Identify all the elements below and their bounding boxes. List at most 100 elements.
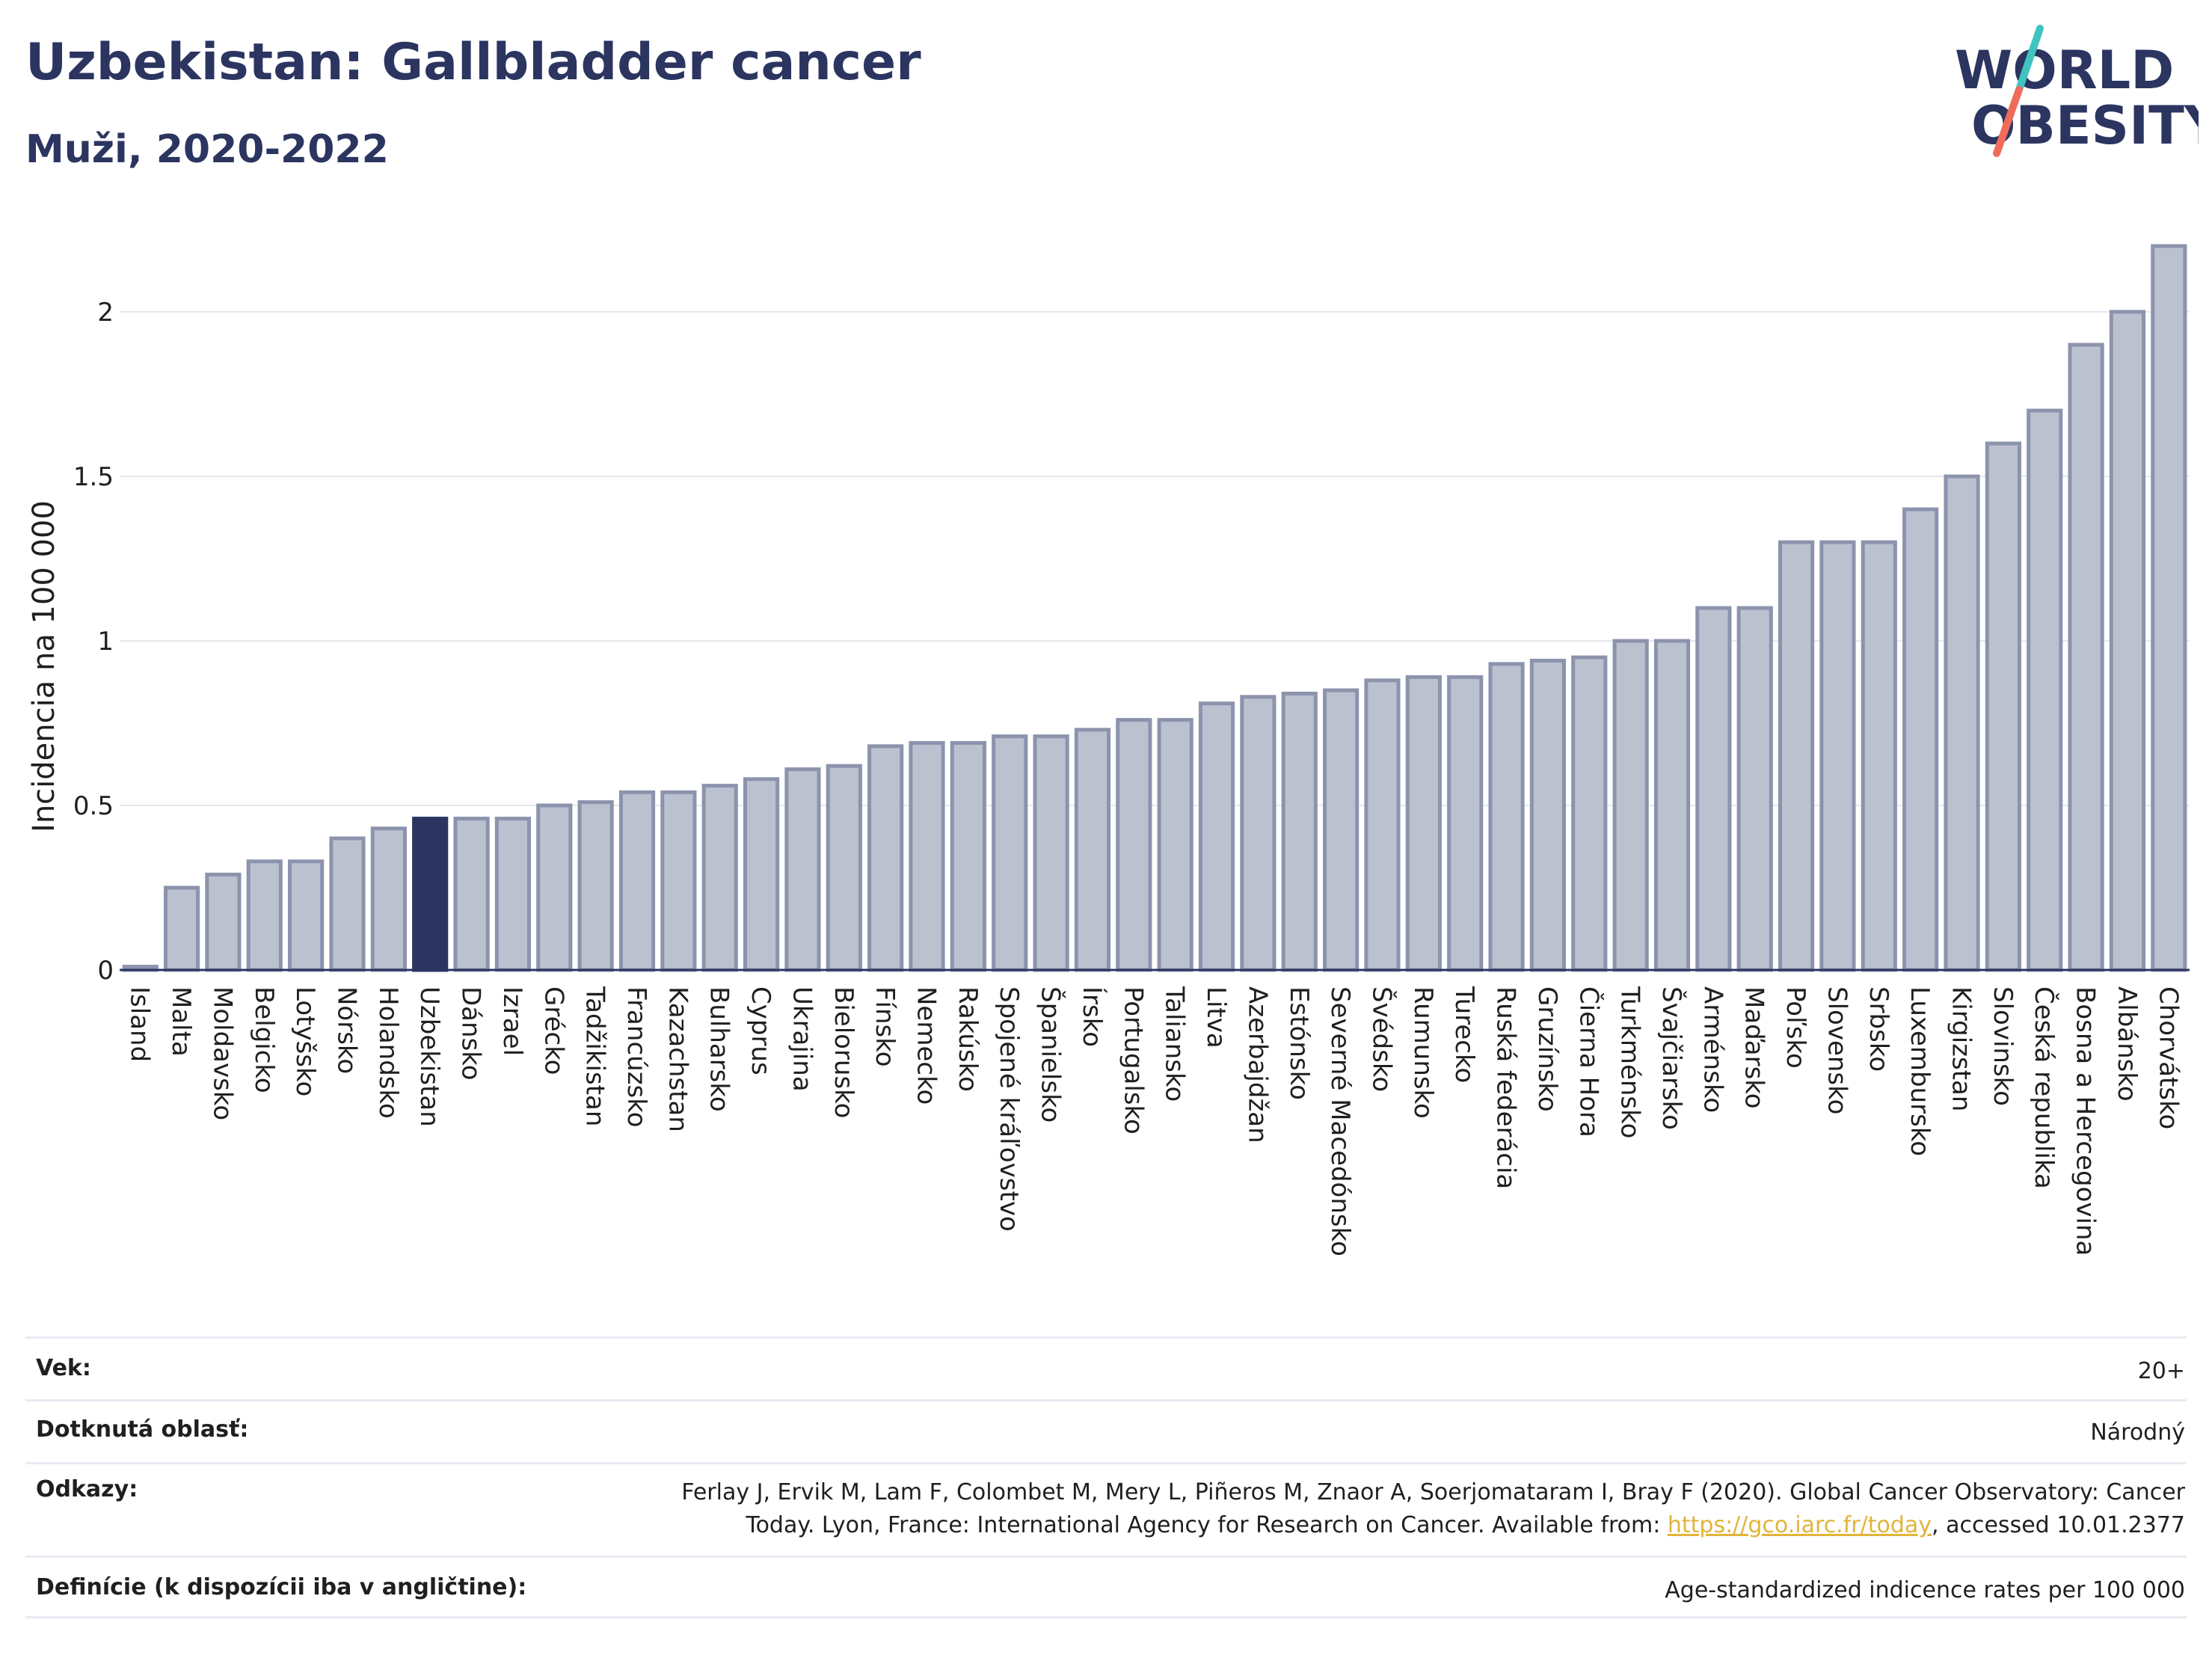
bar-country (494, 817, 532, 972)
references-link[interactable]: https://gco.iarc.fr/today (1667, 1512, 1932, 1538)
x-tick-label: Severné Macedónsko (1325, 986, 1355, 1256)
bar-country (660, 790, 697, 972)
logo-line-world: WORLD (1955, 40, 2174, 101)
x-tick-label: Spojené kráľovstvo (994, 986, 1024, 1232)
x-tick-label: Albánsko (2112, 986, 2142, 1102)
bar-country (1447, 675, 1484, 972)
x-tick-label: Slovinsko (1988, 986, 2018, 1106)
x-tick-label: Francúzsko (621, 986, 651, 1128)
x-tick-label: Turecko (1449, 986, 1479, 1083)
x-tick-label: Dánsko (456, 986, 486, 1081)
x-tick-label: Írsko (1077, 986, 1107, 1047)
world-obesity-logo: WORLD OBESITY (1955, 25, 2199, 157)
x-tick-label: Bielorusko (829, 986, 858, 1118)
x-tick-label: Uzbekistan (414, 986, 444, 1127)
x-tick-label: Srbsko (1864, 986, 1893, 1072)
bar-country (701, 784, 738, 972)
bar-country (1985, 441, 2021, 972)
bar-country (246, 859, 283, 972)
bar-country (1240, 695, 1276, 972)
x-tick-label: Portugalsko (1118, 986, 1148, 1134)
bar-country (1157, 718, 1193, 972)
x-tick-label: Ruská federácia (1491, 986, 1521, 1189)
age-label: Vek: (36, 1355, 91, 1381)
x-tick-label: Chorvátsko (2153, 986, 2183, 1129)
x-tick-label: Česká republika (2029, 986, 2059, 1189)
footer-row-age: Vek: 20+ (25, 1336, 2187, 1399)
bar-country (909, 740, 945, 972)
bar-country (1944, 474, 1980, 972)
x-tick-label: Poľsko (1781, 986, 1810, 1069)
bar-country (577, 800, 614, 972)
x-tick-label: Tadžikistan (580, 986, 610, 1126)
bar-country (1198, 701, 1235, 972)
x-tick-label: Rumunsko (1408, 986, 1438, 1119)
bar-country (950, 740, 986, 972)
x-tick-label: Izrael (497, 986, 527, 1056)
bar-chart: 0 0.5 1 1.5 2 Incidencia na 100 000 Island Malt… (27, 244, 2190, 1256)
bar-country (1033, 734, 1069, 972)
x-tick-label: Fínsko (870, 986, 900, 1067)
footer-row-area: Dotknutá oblasť: Národný (25, 1399, 2187, 1462)
bar-country (867, 744, 904, 972)
definitions-label: Definície (k dispozícii iba v angličtine… (36, 1574, 527, 1600)
bar-country (992, 734, 1028, 972)
y-tick-label: 0 (97, 956, 114, 986)
y-tick-label: 1.5 (73, 462, 114, 492)
x-tick-label: Švajčiarsko (1656, 986, 1687, 1130)
bar-country (2068, 343, 2104, 972)
references-value: Ferlay J, Ervik M, Lam F, Colombet M, Me… (681, 1476, 2187, 1542)
chart-footer: Vek: 20+ Dotknutá oblasť: Národný Odkazy… (25, 1336, 2187, 1618)
x-tick-label: Kirgizstan (1947, 986, 1976, 1111)
bar-country (743, 777, 780, 972)
y-tick-label: 1 (97, 627, 114, 657)
bar-country (1364, 678, 1401, 972)
bar-country (1695, 606, 1732, 972)
x-tick-label: Gruzínsko (1532, 986, 1562, 1112)
bar-country (1902, 507, 1939, 972)
bar-country (1323, 688, 1360, 972)
area-label: Dotknutá oblasť: (36, 1416, 249, 1443)
y-tick-label: 0.5 (73, 791, 114, 821)
bar-country (1861, 540, 1897, 972)
bar-country (2151, 244, 2187, 972)
x-tick-label: Bosna a Hercegovina (2071, 986, 2101, 1256)
x-tick-label: Maďarsko (1739, 986, 1769, 1109)
bar-country (1405, 675, 1442, 972)
x-tick-label: Lotyšsko (290, 986, 320, 1096)
x-tick-label: Nórsko (331, 986, 361, 1074)
bar-country (618, 790, 656, 972)
y-axis-title: Incidencia na 100 000 (27, 500, 61, 832)
x-tick-label: Rakúsko (953, 986, 983, 1092)
y-tick-label: 2 (97, 298, 114, 328)
references-line-2-post: , accessed 10.01.2377 (1932, 1512, 2185, 1538)
bar-country (784, 767, 821, 972)
bar-country (205, 872, 242, 972)
references-line-1: Ferlay J, Ervik M, Lam F, Colombet M, Me… (681, 1479, 2185, 1505)
x-tick-label: Čierna Hora (1573, 986, 1604, 1137)
x-tick-label: Belgicko (249, 986, 279, 1093)
x-tick-label: Bulharsko (704, 986, 734, 1112)
x-tick-label: Grécko (538, 986, 568, 1075)
x-tick-label: Estónsko (1284, 986, 1314, 1100)
area-value: Národný (2090, 1419, 2185, 1446)
bar-country (826, 764, 862, 972)
bar-country (288, 859, 325, 972)
x-tick-label: Arménsko (1698, 986, 1727, 1113)
bar-country (1116, 718, 1152, 972)
bar-country (536, 803, 573, 972)
bar-country (1529, 658, 1567, 972)
bar-highlight (412, 817, 449, 972)
bar-country (163, 885, 200, 972)
bar-country (1778, 540, 1815, 972)
footer-row-definitions: Definície (k dispozícii iba v angličtine… (25, 1556, 2187, 1618)
bar-country (1612, 639, 1649, 972)
x-tick-label: Turkménsko (1615, 986, 1645, 1138)
bar-country (1281, 691, 1318, 972)
bar-country (1736, 606, 1773, 972)
references-line-2-pre: Today. Lyon, France: International Agenc… (746, 1512, 1668, 1538)
bar-country (453, 817, 490, 972)
x-tick-label: Švédsko (1366, 986, 1397, 1092)
footer-row-references: Odkazy: Ferlay J, Ervik M, Lam F, Colomb… (25, 1462, 2187, 1556)
bar-country (1488, 662, 1525, 972)
